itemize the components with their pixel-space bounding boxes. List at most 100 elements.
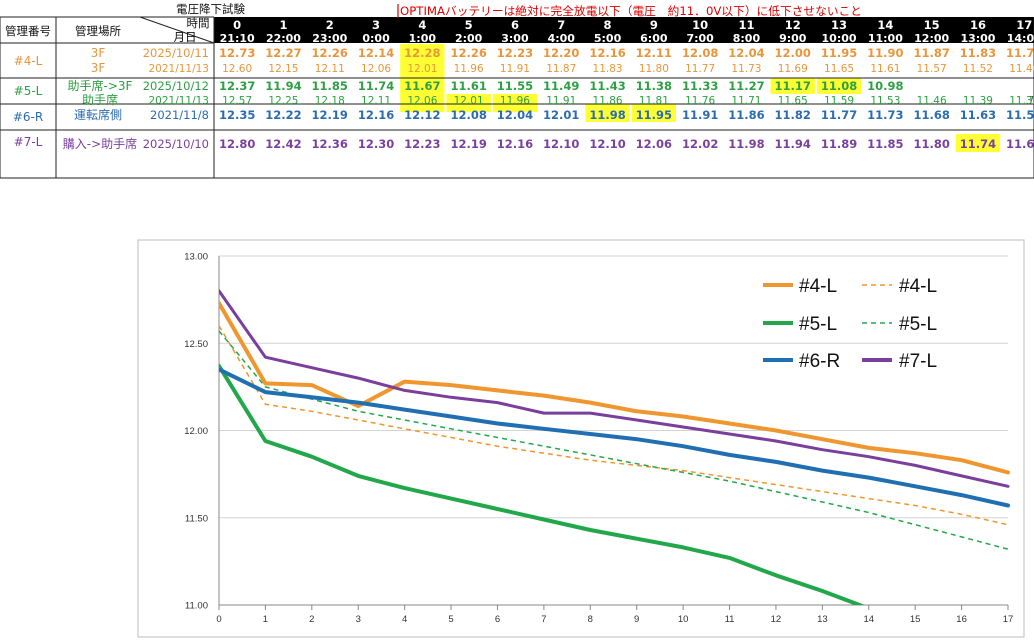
cell-value: 12.35 (219, 108, 255, 122)
row-location: 助手席 (82, 92, 118, 107)
cell-value: 11.57 (1006, 108, 1034, 122)
highlight-cell (446, 94, 491, 112)
column-time: 14:00 (1007, 32, 1034, 45)
cell-value: 11.80 (913, 137, 949, 151)
x-tick-label: 5 (448, 614, 453, 625)
row-location: 3F (91, 46, 106, 60)
column-time: 7:00 (686, 32, 714, 45)
cell-value: 11.55 (497, 79, 533, 93)
cell-value: 12.23 (497, 46, 533, 60)
highlight-cell (955, 134, 1001, 152)
series-line-5-l (219, 363, 866, 605)
cell-value: 12.06 (407, 95, 437, 107)
cell-value: 11.80 (639, 63, 669, 75)
x-tick-label: 2 (309, 614, 314, 625)
column-index: 14 (877, 18, 893, 32)
cell-value: 11.76 (685, 95, 715, 107)
x-tick-label: 9 (634, 614, 639, 625)
cell-value: 11.86 (593, 95, 623, 107)
header-id-label: 管理番号 (5, 24, 51, 38)
column-time: 23:00 (312, 32, 347, 45)
cell-value: 12.02 (682, 137, 718, 151)
cell-value: 11.85 (867, 137, 903, 151)
cell-value: 11.87 (913, 46, 949, 60)
cell-value: 11.63 (960, 108, 996, 122)
cell-value: 11.43 (589, 79, 625, 93)
cell-value: 11.90 (867, 46, 903, 60)
column-index: 8 (604, 18, 612, 32)
cell-value: 11.91 (500, 63, 530, 75)
x-tick-label: 13 (817, 614, 828, 625)
column-index: 5 (465, 18, 473, 32)
cell-value: 12.11 (361, 95, 391, 107)
x-tick-label: 3 (356, 614, 361, 625)
row-location: 助手席->3F (68, 78, 133, 93)
x-tick-label: 7 (541, 614, 546, 625)
x-tick-label: 11 (725, 614, 735, 625)
cell-value: 10.98 (867, 79, 903, 93)
x-tick-label: 17 (1003, 614, 1014, 625)
cell-value: 12.36 (312, 137, 348, 151)
x-tick-label: 6 (495, 614, 500, 625)
cell-value: 11.91 (682, 108, 718, 122)
column-index: 11 (738, 18, 754, 32)
cell-value: 11.59 (824, 95, 854, 107)
cell-value: 11.33 (682, 79, 718, 93)
legend-label: #4-L (799, 276, 837, 297)
cell-value: 12.14 (358, 46, 394, 60)
column-index: 3 (372, 18, 380, 32)
cell-value: 11.61 (450, 79, 486, 93)
highlight-cell (400, 60, 445, 78)
cell-value: 12.60 (222, 63, 252, 75)
series-line-5-l-dashed (219, 330, 1009, 550)
highlight-cell (770, 78, 815, 94)
cell-value: 12.00 (775, 46, 811, 60)
highlight-cell (492, 94, 538, 112)
cell-value: 12.18 (315, 95, 345, 107)
cell-value: 12.26 (450, 46, 486, 60)
x-tick-label: 12 (771, 614, 782, 625)
column-index: 9 (650, 18, 658, 32)
cell-value: 11.82 (775, 108, 811, 122)
column-time: 12:00 (914, 32, 949, 45)
cell-value: 11.49 (543, 79, 579, 93)
y-tick-label: 12.50 (184, 339, 208, 350)
highlight-cell (631, 104, 676, 122)
column-index: 12 (785, 18, 801, 32)
cell-value: 12.16 (358, 108, 394, 122)
cell-value: 12.19 (312, 108, 348, 122)
cell-value: 12.06 (361, 63, 391, 75)
cell-value: 11.17 (775, 79, 811, 93)
column-index: 7 (557, 18, 565, 32)
cell-value: 12.20 (543, 46, 579, 60)
x-tick-label: 1 (263, 614, 268, 625)
cell-value: 12.12 (404, 108, 440, 122)
cell-value: 12.08 (682, 46, 718, 60)
cell-value: 11.71 (731, 95, 761, 107)
column-time: 6:00 (640, 32, 668, 45)
column-index: 15 (924, 18, 940, 32)
cell-value: 12.10 (543, 137, 579, 151)
warning-text: OPTIMAバッテリーは絶対に完全放電以下（電圧 約11．0V以下）に低下させな… (400, 4, 862, 18)
cell-value: 11.83 (593, 63, 623, 75)
column-index: 4 (418, 18, 426, 32)
cell-value: 11.87 (546, 63, 576, 75)
column-time: 3:00 (501, 32, 529, 45)
column-time: 5:00 (594, 32, 622, 45)
cell-value: 12.80 (219, 137, 255, 151)
trailing-mark: 7 (1029, 95, 1034, 104)
cell-value: 12.28 (404, 46, 440, 60)
cell-value: 12.01 (454, 95, 484, 107)
column-time: 0:00 (362, 32, 390, 45)
cell-value: 12.25 (268, 95, 298, 107)
cell-value: 11.61 (870, 63, 900, 75)
cell-value: 12.16 (497, 137, 533, 151)
y-tick-label: 12.00 (184, 426, 208, 437)
cell-value: 12.08 (450, 108, 486, 122)
cell-value: 11.96 (500, 95, 530, 107)
series-line-7-l (219, 289, 1010, 488)
test-title: 電圧降下試験 (176, 2, 245, 16)
cell-value: 11.76 (1006, 46, 1034, 60)
plot-area (219, 289, 1010, 605)
